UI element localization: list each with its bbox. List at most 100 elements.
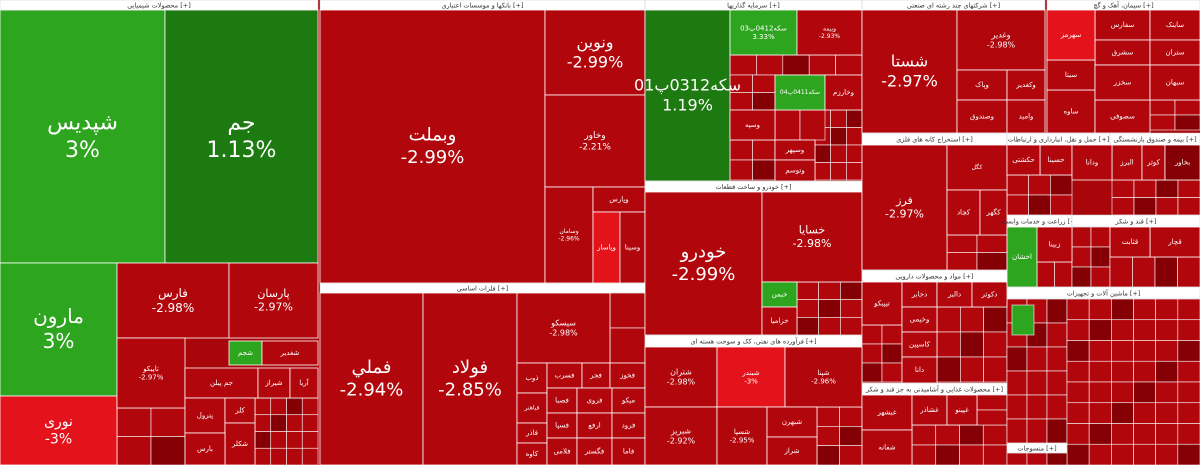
stock-tile[interactable] — [592, 211, 621, 284]
stock-tile[interactable] — [1094, 64, 1151, 101]
sector-header[interactable] — [1006, 442, 1068, 454]
small-tile — [1133, 443, 1156, 465]
stock-tile[interactable] — [901, 331, 938, 358]
stock-tile[interactable] — [319, 9, 546, 284]
sector-title[interactable]: سرمایه گذاریها [+] — [727, 2, 780, 10]
stock-tile[interactable] — [516, 292, 611, 364]
stock-tile[interactable] — [546, 437, 578, 465]
stock-tile[interactable] — [956, 99, 1008, 134]
stock-tile[interactable] — [224, 422, 256, 465]
stock-tile[interactable] — [422, 292, 518, 465]
stock-tile[interactable] — [774, 74, 826, 111]
sector-title[interactable]: محصولات شیمیایی [+] — [127, 2, 191, 10]
stock-tile[interactable] — [761, 306, 798, 336]
stock-tile[interactable] — [516, 362, 548, 394]
stock-tile[interactable] — [544, 94, 646, 188]
sector-title[interactable]: شرکتهای چند رشته ای صنعتی [+] — [907, 2, 1000, 10]
stock-tile[interactable] — [979, 189, 1008, 236]
stock-tile[interactable] — [644, 9, 731, 182]
stock-tile[interactable] — [766, 406, 818, 438]
sector-title[interactable]: خودرو و ساخت قطعات [+] — [716, 183, 792, 191]
stock-tile[interactable] — [644, 406, 718, 465]
stock-tile[interactable] — [289, 367, 319, 399]
sector-title[interactable]: منسوجات [+] — [1017, 445, 1056, 453]
stock-tile[interactable] — [911, 394, 948, 426]
stock-tile[interactable] — [1006, 144, 1041, 176]
stock-tile[interactable] — [1006, 69, 1046, 101]
stock-tile[interactable] — [729, 9, 798, 56]
stock-tile[interactable] — [544, 186, 594, 284]
stock-tile[interactable] — [611, 387, 646, 414]
stock-tile[interactable] — [1046, 59, 1096, 91]
stock-tile[interactable] — [956, 69, 1008, 101]
sector-title[interactable]: مواد و محصولات دارویی [+] — [895, 273, 973, 281]
stock-name: پارسان — [257, 287, 289, 300]
stock-tile[interactable] — [184, 367, 259, 399]
stock-tile[interactable] — [257, 367, 291, 399]
stock-tile[interactable] — [228, 262, 319, 339]
stock-tile[interactable] — [956, 9, 1046, 71]
stock-tile[interactable] — [861, 144, 948, 271]
stock-tile[interactable] — [261, 340, 319, 366]
stock-tile[interactable] — [546, 362, 583, 389]
sector-title[interactable]: بانکها و موسسات اعتباری [+] — [441, 2, 523, 10]
sector-title[interactable]: حمل و نقل، انبارداری و ارتباطات [+] — [1008, 136, 1110, 144]
stock-tile[interactable] — [1149, 9, 1200, 41]
stock-tile[interactable] — [1046, 9, 1096, 61]
sector-title[interactable]: سیمان، آهک و گچ [+] — [1093, 1, 1153, 10]
stock-tile[interactable] — [1149, 39, 1200, 66]
stock-tile[interactable] — [546, 412, 578, 439]
stock-tile[interactable] — [946, 394, 978, 426]
stock-tile[interactable] — [1094, 99, 1151, 134]
stock-tile[interactable] — [1109, 226, 1151, 258]
stock-tile[interactable] — [644, 346, 718, 408]
stock-tile[interactable] — [1111, 144, 1143, 181]
stock-tile[interactable] — [729, 109, 776, 141]
stock-tile[interactable] — [971, 281, 1008, 308]
sector-header[interactable] — [1006, 286, 1200, 300]
stock-tile[interactable] — [1164, 144, 1200, 181]
stock-tile[interactable] — [1006, 226, 1038, 288]
stock-tile[interactable] — [581, 362, 611, 389]
stock-tile[interactable] — [224, 397, 256, 424]
stock-tile[interactable] — [1039, 144, 1073, 176]
stock-tile[interactable] — [1036, 226, 1073, 263]
stock-tile[interactable] — [116, 337, 186, 409]
stock-tile[interactable] — [1071, 144, 1113, 181]
stock-tile[interactable] — [116, 262, 230, 339]
sector-title[interactable]: بیمه و صندوق بازنشستگی [+] — [1113, 136, 1196, 144]
stock-tile[interactable] — [1006, 99, 1046, 134]
stock-tile[interactable] — [766, 436, 818, 465]
stock-tile[interactable] — [761, 191, 863, 283]
stock-tile[interactable] — [644, 191, 763, 336]
stock-tile[interactable] — [761, 281, 798, 308]
stock-tile[interactable] — [184, 397, 226, 434]
sector-title[interactable]: استخراج کانه های فلزی [+] — [896, 136, 973, 144]
stock-tile[interactable] — [946, 144, 1008, 191]
stock-tile[interactable] — [319, 292, 424, 465]
stock-tile[interactable] — [784, 346, 863, 408]
stock-tile[interactable] — [228, 340, 263, 366]
stock-tile[interactable] — [0, 9, 166, 264]
stock-tile[interactable] — [0, 395, 118, 465]
stock-tile[interactable] — [164, 9, 319, 264]
stock-tile[interactable] — [1149, 226, 1200, 258]
sector-title[interactable]: محصولات غذایی و آشامیدنی به جز قند و شکر… — [865, 385, 1003, 394]
stock-tile[interactable] — [184, 432, 226, 465]
stock-tile[interactable] — [576, 437, 613, 465]
stock-tile[interactable] — [576, 387, 613, 414]
sector-title[interactable]: فلزات اساسی [+] — [457, 285, 509, 293]
stock-tile[interactable] — [1149, 64, 1200, 101]
sector-title[interactable]: ماشین آلات و تجهیزات [+] — [1067, 289, 1141, 298]
stock-tile[interactable] — [861, 394, 913, 431]
sector-title[interactable]: قند و شکر [+] — [1115, 218, 1157, 226]
sector-title[interactable]: زراعت و خدمات وابسته [+] — [1001, 218, 1078, 226]
sector-title[interactable]: فرآورده های نفتی، کک و سوخت هسته ای [+] — [690, 337, 816, 346]
stock-tile[interactable] — [901, 306, 938, 333]
stock-tile[interactable] — [1046, 89, 1096, 134]
stock-tile[interactable] — [544, 9, 646, 96]
stock-tile[interactable] — [611, 412, 646, 439]
small-tile — [1071, 226, 1092, 248]
stock-tile[interactable] — [716, 346, 786, 408]
stock-tile[interactable] — [861, 429, 913, 465]
